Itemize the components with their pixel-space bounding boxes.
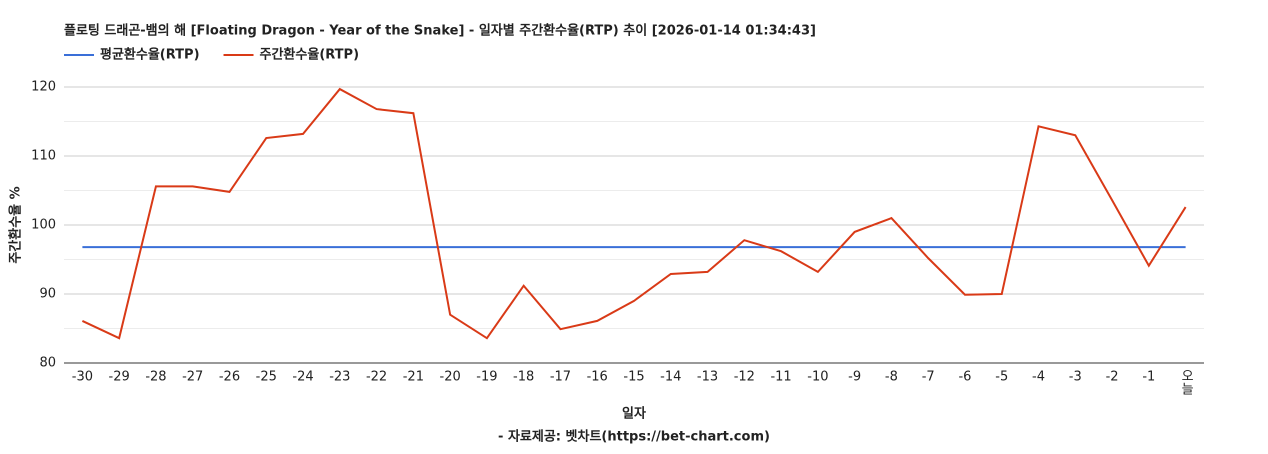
x-tick-label: -6 xyxy=(958,370,971,385)
x-tick-label: -4 xyxy=(1032,370,1045,385)
x-tick-label: -19 xyxy=(476,370,497,385)
x-tick-label: -11 xyxy=(770,370,791,385)
y-tick-label: 80 xyxy=(39,356,56,371)
x-tick-label: -16 xyxy=(587,370,608,385)
x-tick-label: -28 xyxy=(145,370,166,385)
x-tick-label: -13 xyxy=(697,370,718,385)
x-tick-label: -15 xyxy=(623,370,644,385)
x-tick-label: -10 xyxy=(807,370,828,385)
y-tick-label: 90 xyxy=(39,287,56,302)
x-tick-label: -7 xyxy=(922,370,935,385)
x-tick-label: -2 xyxy=(1106,370,1119,385)
x-tick-label: -21 xyxy=(403,370,424,385)
y-tick-label: 110 xyxy=(31,149,56,164)
series-line xyxy=(81,87,1187,340)
x-tick-label: -5 xyxy=(995,370,1008,385)
x-tick-label: -26 xyxy=(219,370,240,385)
x-tick-label: 오늘 xyxy=(1178,369,1193,395)
x-tick-label: -25 xyxy=(256,370,277,385)
x-tick-label: -20 xyxy=(440,370,461,385)
x-tick-label: -9 xyxy=(848,370,861,385)
x-tick-label: -29 xyxy=(109,370,130,385)
x-tick-label: -17 xyxy=(550,370,571,385)
source-note: - 자료제공: 벳차트(https://bet-chart.com) xyxy=(498,429,770,445)
legend-label: 평균환수율(RTP) xyxy=(100,47,200,63)
chart-title: 플로팅 드래곤-뱀의 해 [Floating Dragon - Year of … xyxy=(64,23,816,39)
x-tick-label: -23 xyxy=(329,370,350,385)
x-tick-label: -30 xyxy=(72,370,93,385)
x-tick-label: -27 xyxy=(182,370,203,385)
legend-label: 주간환수율(RTP) xyxy=(260,47,360,63)
x-axis-label: 일자 xyxy=(622,407,646,422)
x-tick-label: -24 xyxy=(292,370,313,385)
x-tick-label: -1 xyxy=(1142,370,1155,385)
x-tick-label: -8 xyxy=(885,370,898,385)
x-tick-label: -3 xyxy=(1069,370,1082,385)
x-tick-label: -22 xyxy=(366,370,387,385)
y-tick-label: 120 xyxy=(31,80,56,95)
y-tick-label: 100 xyxy=(31,218,56,233)
x-tick-label: -18 xyxy=(513,370,534,385)
x-tick-label: -14 xyxy=(660,370,681,385)
x-tick-label: -12 xyxy=(734,370,755,385)
y-axis-label: 주간환수율 % xyxy=(8,186,24,263)
